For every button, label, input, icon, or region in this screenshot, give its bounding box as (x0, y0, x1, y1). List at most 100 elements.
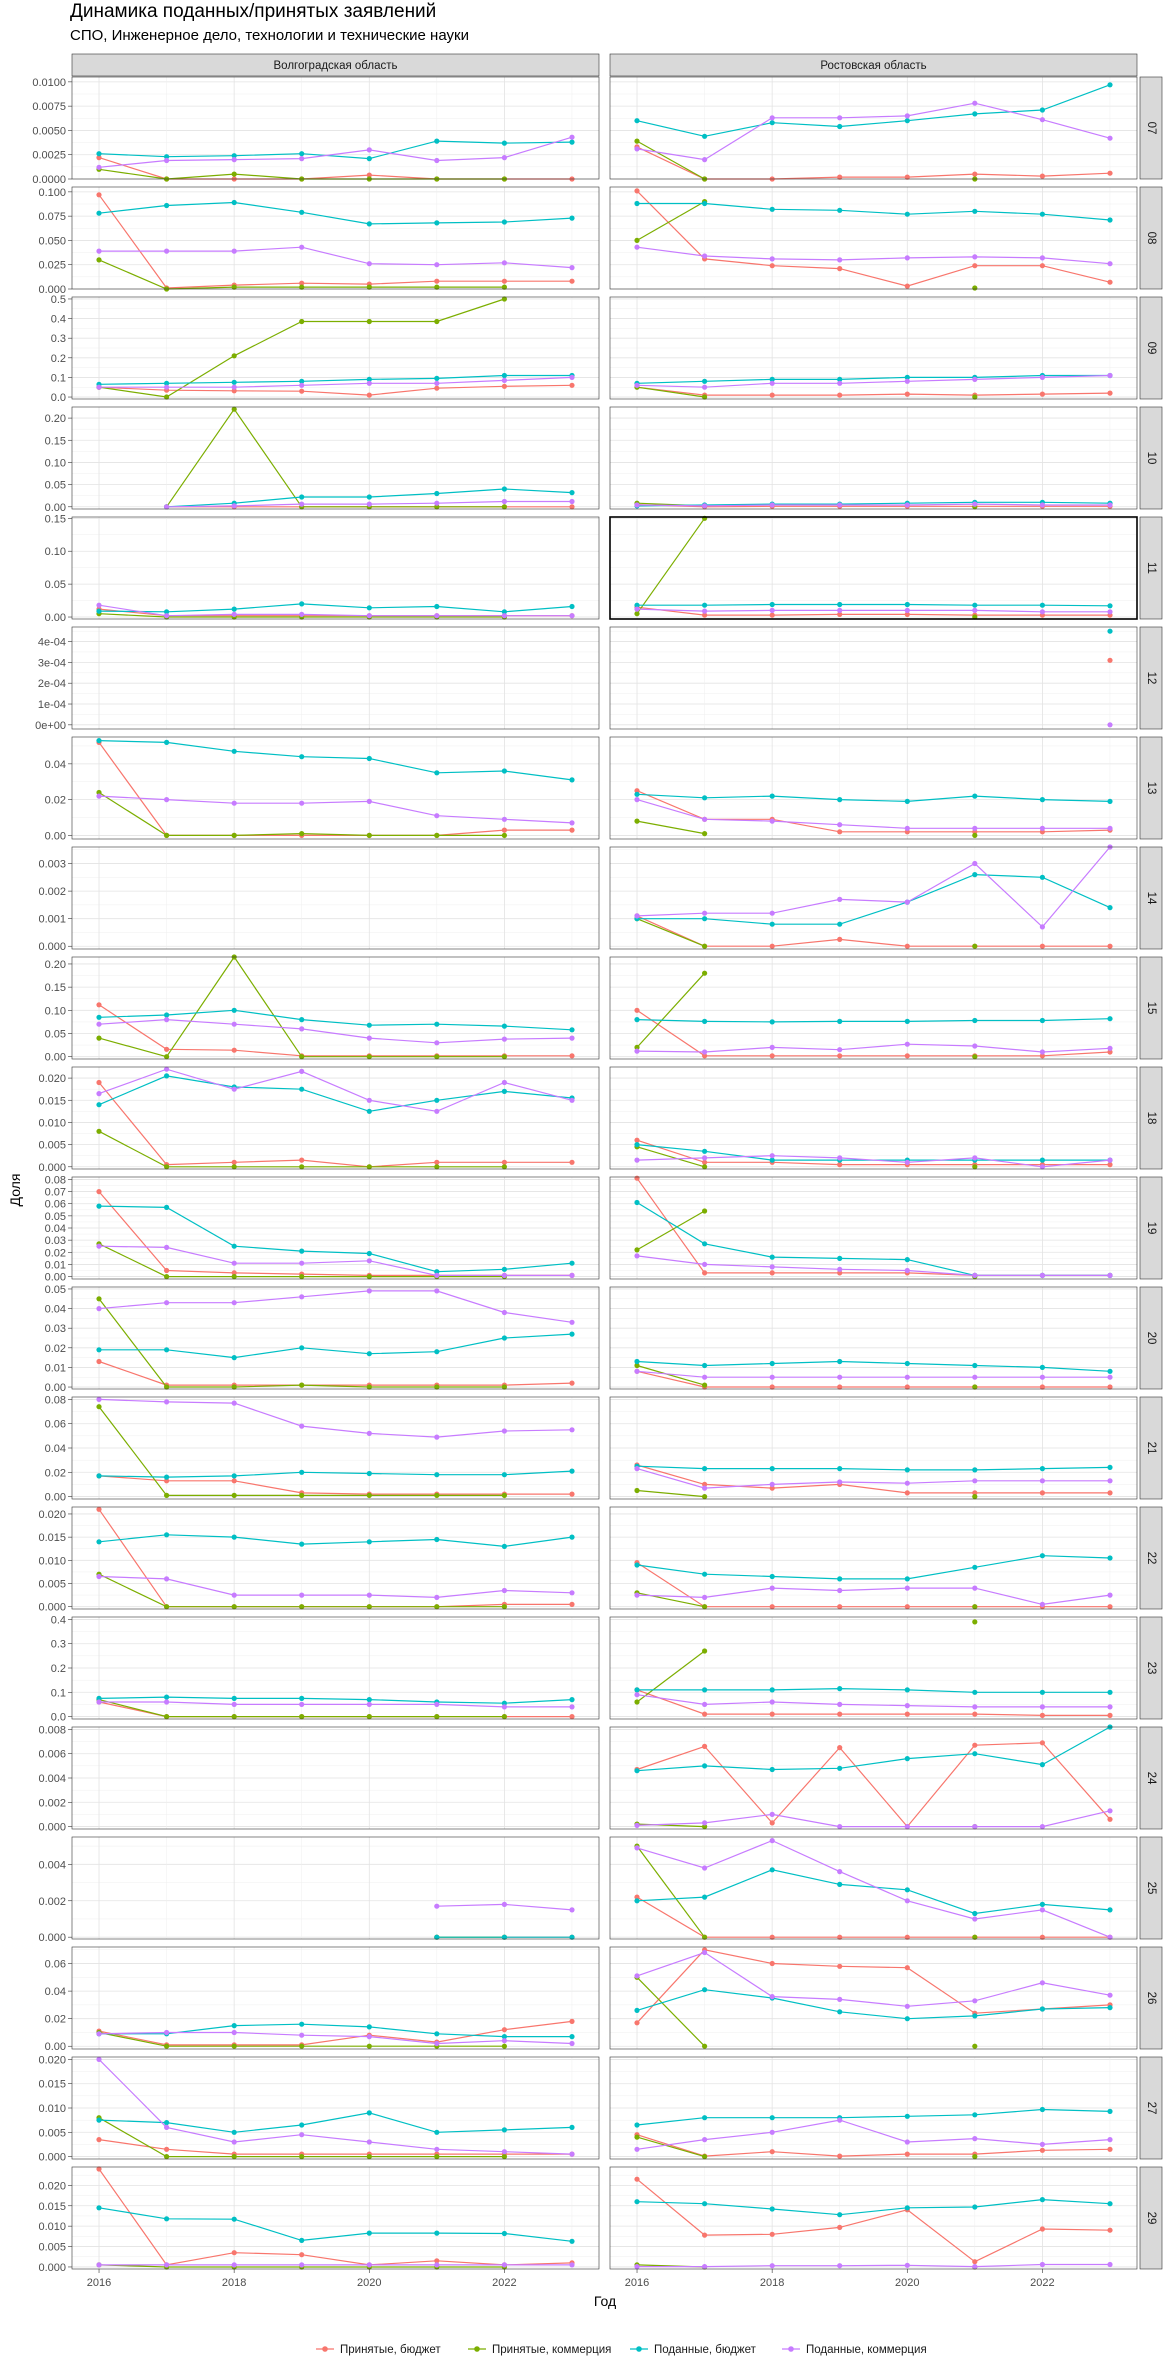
data-point (501, 832, 507, 839)
data-point (702, 1374, 708, 1380)
data-point (164, 739, 170, 746)
data-point (164, 2029, 170, 2036)
row-strip-label: 25 (1145, 1882, 1157, 1895)
data-point (1107, 798, 1113, 805)
series-line (636, 2134, 1111, 2157)
x-tick-label: 2018 (222, 2277, 246, 2289)
data-point (366, 1288, 372, 1294)
data-point (96, 2205, 102, 2211)
data-point (366, 2110, 372, 2116)
x-axis-title: Год (594, 2293, 616, 2309)
data-point (299, 1274, 305, 1280)
data-point (634, 1487, 640, 1494)
row-strip (1139, 1506, 1163, 1610)
data-point (972, 793, 978, 799)
panel-border (71, 2056, 600, 2160)
data-point (837, 1162, 843, 1168)
data-point (501, 1054, 507, 1060)
data-point (837, 2153, 843, 2159)
data-point (501, 1266, 507, 1272)
data-point (569, 827, 575, 833)
data-point (634, 1007, 640, 1013)
data-point (299, 156, 305, 162)
data-point (1039, 2147, 1045, 2153)
data-point (501, 1714, 507, 1720)
y-tick-label: 0.000 (38, 1162, 66, 1174)
panel-background (610, 957, 1137, 1059)
data-point (366, 380, 372, 386)
panel-border (71, 736, 600, 840)
data-point (634, 791, 640, 797)
data-point (702, 1701, 708, 1707)
y-tick-label: 0.04 (45, 759, 66, 771)
panel-border (71, 1726, 600, 1830)
data-point (837, 1047, 843, 1053)
data-point (1107, 372, 1113, 379)
data-point (972, 872, 978, 878)
data-point (904, 174, 910, 180)
data-point (972, 1478, 978, 1484)
data-point (434, 1434, 440, 1440)
data-point (1039, 602, 1045, 608)
data-point (501, 2038, 507, 2044)
panel-background (72, 407, 599, 509)
data-point (972, 208, 978, 214)
data-point (569, 603, 575, 610)
data-point (634, 606, 640, 612)
panel-border (71, 1396, 600, 1500)
data-point (702, 1594, 708, 1600)
data-point (634, 1362, 640, 1369)
data-point (501, 260, 507, 266)
series-line (636, 1018, 1111, 1023)
row-strip (1139, 956, 1163, 1060)
data-point (434, 1594, 440, 1600)
row-strip (1139, 736, 1163, 840)
panel-border (71, 1286, 600, 1390)
data-point (569, 1601, 575, 1607)
series-line (636, 1896, 1110, 1938)
data-point (96, 164, 102, 170)
data-point (299, 280, 305, 286)
data-point (634, 1466, 640, 1472)
data-point (96, 793, 102, 799)
data-point (501, 1934, 507, 1940)
series-line (636, 504, 1110, 508)
data-point (164, 1576, 170, 1582)
data-point (299, 2132, 305, 2138)
data-point (96, 1035, 102, 1041)
data-point (837, 392, 843, 398)
data-point (434, 1349, 440, 1355)
data-point (904, 1467, 910, 1473)
data-point (299, 754, 305, 760)
legend-key-point (322, 2346, 328, 2352)
y-tick-label: 0.010 (38, 2103, 66, 2115)
data-point (769, 1384, 775, 1390)
data-point (769, 206, 775, 212)
data-point (1039, 1478, 1045, 1484)
data-point (837, 380, 843, 386)
data-point (434, 2146, 440, 2152)
row-strip-label: 09 (1145, 342, 1157, 355)
data-point (837, 1270, 843, 1276)
data-point (1039, 924, 1045, 930)
data-point (231, 503, 237, 509)
series-line (636, 1726, 1111, 1772)
data-point (1107, 82, 1113, 88)
data-point (634, 2199, 640, 2205)
data-point (702, 1987, 708, 1993)
data-point (972, 1751, 978, 1757)
series-line (636, 84, 1111, 137)
data-point (231, 1243, 237, 1249)
y-tick-label: 0.07 (45, 1187, 66, 1199)
data-point (366, 376, 372, 382)
panel-background (72, 77, 599, 179)
panel-background (610, 737, 1137, 839)
data-point (164, 384, 170, 390)
y-tick-label: 0.005 (38, 2127, 66, 2139)
y-tick-label: 0.010 (38, 1117, 66, 1129)
data-point (299, 2021, 305, 2027)
data-point (1039, 1762, 1045, 1768)
data-point (972, 501, 978, 507)
series-line (636, 1465, 1111, 1471)
data-point (164, 1244, 170, 1250)
